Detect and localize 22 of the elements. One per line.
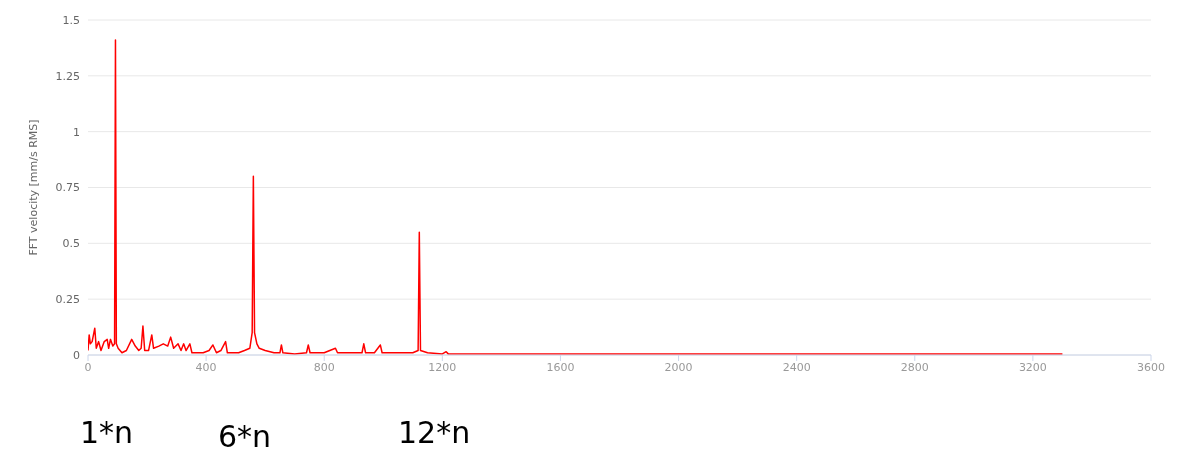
y-tick-label: 0.25 [55, 293, 80, 307]
x-tick-label: 800 [313, 360, 335, 374]
text: 12*n [398, 415, 471, 450]
y-tick-label: 1.5 [62, 13, 80, 27]
y-axis-title: FFT velocity [mm/s RMS] [26, 119, 40, 256]
y-tick-label: 0.75 [55, 181, 80, 195]
x-tick-label: 2800 [900, 360, 929, 374]
x-tick-label: 0 [84, 360, 92, 374]
x-tick-label: 3600 [1137, 360, 1165, 374]
line-series [88, 39, 1064, 355]
x-tick-label: 3200 [1018, 360, 1047, 374]
y-tick-label: 0.5 [62, 237, 80, 251]
x-tick-label: 2000 [664, 360, 693, 374]
text: 6*n [218, 419, 272, 454]
y-tick-label: 1 [73, 125, 80, 139]
y-tick-label: 1.25 [55, 69, 80, 83]
x-tick-label: 2400 [782, 360, 811, 374]
text: 1*n [80, 415, 134, 450]
x-tick-label: 400 [195, 360, 217, 374]
y-tick-label: 0 [73, 348, 80, 362]
x-tick-label: 1200 [428, 360, 457, 374]
x-tick-label: 1600 [546, 360, 575, 374]
